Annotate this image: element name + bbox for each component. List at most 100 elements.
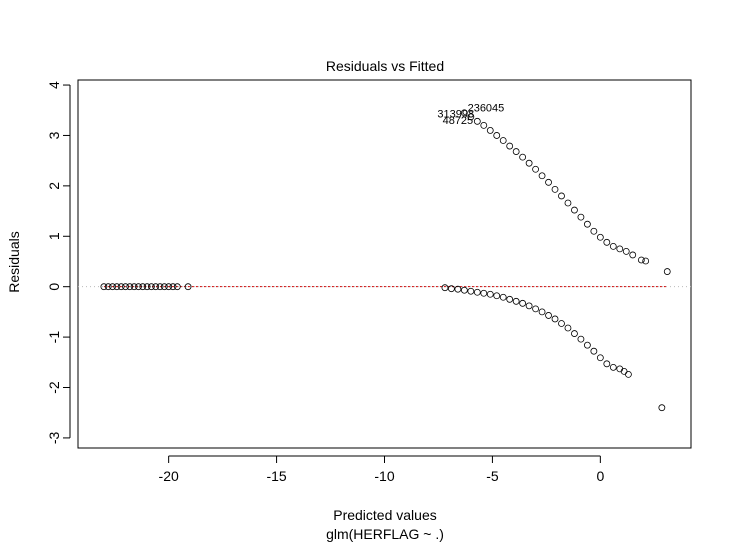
x-tick-label: -10 [374, 468, 394, 484]
data-point [637, 256, 645, 264]
data-point [173, 283, 181, 291]
data-point [629, 251, 637, 259]
data-point [532, 165, 539, 173]
y-tick-label: -2 [46, 381, 62, 394]
data-point [571, 206, 578, 214]
chart-title: Residuals vs Fitted [326, 58, 444, 74]
data-point [486, 290, 494, 298]
data-point [100, 283, 108, 291]
data-point [538, 308, 546, 316]
y-tick-label: 1 [46, 232, 62, 240]
data-point [156, 283, 164, 291]
y-tick-label: 0 [46, 283, 62, 291]
data-point [467, 113, 475, 121]
data-point [499, 137, 507, 144]
data-point [551, 185, 559, 193]
data-point [558, 192, 565, 200]
y-tick-label: -1 [46, 331, 62, 344]
x-tick-label: -15 [266, 468, 286, 484]
data-point [577, 335, 585, 343]
data-point [551, 315, 559, 323]
data-point [493, 132, 501, 139]
data-point [480, 121, 488, 129]
data-point [493, 292, 501, 300]
data-point [512, 148, 520, 155]
data-point [506, 142, 514, 150]
data-point [525, 159, 533, 167]
data-point [184, 283, 192, 291]
data-point [135, 283, 142, 291]
data-point [663, 268, 671, 275]
x-axis-label: Predicted values [333, 507, 437, 523]
chart-subtitle: glm(HERFLAG ~ .) [326, 526, 444, 542]
data-point [506, 295, 514, 303]
data-point [122, 283, 129, 291]
point-label: 48725 [443, 115, 474, 127]
data-point [499, 293, 507, 301]
data-point [454, 285, 462, 293]
y-tick-label: -3 [46, 431, 62, 444]
y-tick-label: 2 [46, 182, 62, 190]
point-label: 313998 [437, 109, 474, 121]
data-point [473, 288, 481, 296]
data-point [622, 247, 630, 255]
data-point [117, 283, 125, 291]
data-point [152, 283, 160, 291]
data-point [590, 227, 598, 235]
data-point [625, 370, 632, 378]
data-point [160, 283, 168, 291]
data-point [143, 283, 151, 291]
data-point [609, 363, 617, 371]
data-point [545, 178, 552, 186]
data-point [448, 285, 455, 293]
data-point [147, 283, 155, 291]
data-point [658, 404, 666, 412]
data-point [441, 284, 449, 292]
y-tick-label: 3 [46, 131, 62, 139]
data-point [596, 354, 604, 362]
data-point [113, 283, 121, 291]
data-point [480, 289, 488, 297]
data-point [603, 238, 611, 246]
data-point [616, 245, 624, 253]
data-point [473, 117, 481, 125]
y-axis-label: Residuals [6, 231, 22, 292]
data-point [460, 286, 468, 294]
data-point [545, 312, 552, 319]
data-point [609, 242, 617, 250]
data-point [577, 213, 585, 221]
data-point [590, 347, 598, 355]
data-point [571, 330, 578, 337]
data-point [558, 320, 565, 327]
data-point [583, 220, 591, 228]
data-point [583, 341, 591, 349]
data-point [130, 283, 138, 291]
x-tick-label: -5 [486, 468, 499, 484]
data-point [165, 283, 173, 291]
data-point [519, 153, 527, 161]
data-point [538, 172, 546, 180]
point-label: 236045 [468, 103, 505, 115]
data-point [525, 302, 533, 310]
data-point [603, 360, 611, 368]
plot-frame [77, 79, 692, 449]
data-point [519, 299, 527, 307]
data-point [532, 305, 539, 313]
data-point [467, 287, 475, 295]
data-point [460, 109, 468, 117]
data-point [486, 127, 494, 134]
x-tick-label: 0 [596, 468, 604, 484]
data-point [564, 324, 572, 332]
data-point [596, 233, 604, 241]
data-point [139, 283, 147, 291]
data-point [109, 283, 116, 291]
data-point [512, 297, 520, 305]
data-point [642, 257, 650, 265]
data-point [564, 199, 572, 207]
y-tick-label: 4 [46, 81, 62, 89]
data-point [169, 283, 177, 291]
data-point [104, 283, 112, 291]
